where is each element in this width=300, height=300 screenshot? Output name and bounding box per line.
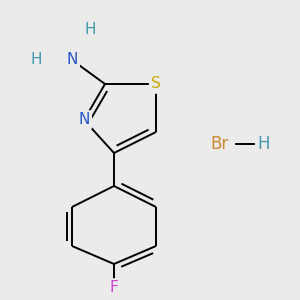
Text: N: N	[66, 52, 78, 68]
Text: H: H	[258, 135, 270, 153]
Text: N: N	[78, 112, 90, 128]
Text: H: H	[30, 52, 42, 68]
Text: H: H	[84, 22, 96, 38]
Text: Br: Br	[210, 135, 228, 153]
Text: S: S	[151, 76, 161, 92]
Text: F: F	[110, 280, 118, 296]
